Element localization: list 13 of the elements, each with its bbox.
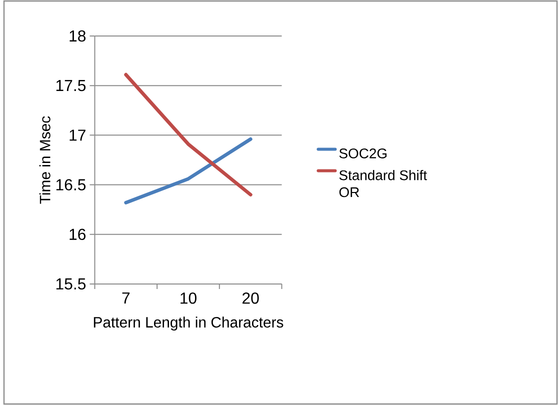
y-tick-label: 17 bbox=[70, 130, 86, 141]
y-tick-label: 18 bbox=[70, 30, 86, 42]
x-tick-label: 10 bbox=[180, 292, 196, 304]
y-axis-title: Time in Msec bbox=[39, 116, 50, 204]
x-axis-title: Pattern Length in Characters bbox=[94, 316, 284, 331]
y-tick-label: 16.5 bbox=[56, 179, 86, 190]
x-tick-label: 7 bbox=[122, 292, 130, 304]
y-tick-label: 15.5 bbox=[56, 278, 86, 290]
x-tick-label: 20 bbox=[242, 292, 259, 304]
y-tick-label: 17.5 bbox=[56, 80, 86, 92]
legend-label: Standard Shift OR bbox=[339, 170, 427, 198]
y-tick-label: 16 bbox=[70, 228, 86, 240]
legend-label: SOC2G bbox=[339, 148, 387, 158]
